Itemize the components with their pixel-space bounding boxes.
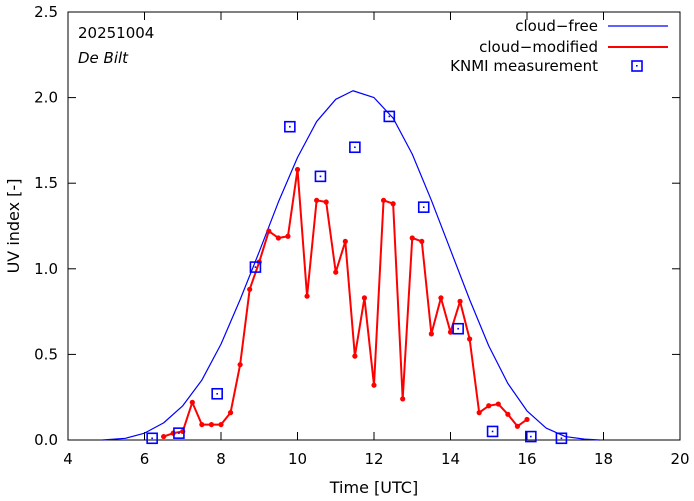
measurement-marker xyxy=(284,120,296,133)
measurement-marker xyxy=(314,170,327,183)
x-tick-label: 16 xyxy=(517,450,536,468)
measurement-marker-dot xyxy=(178,432,180,434)
x-tick-label: 10 xyxy=(288,450,307,468)
measurement-marker xyxy=(417,201,430,213)
measurement-marker-dot xyxy=(422,206,425,208)
x-tick-label: 20 xyxy=(670,450,689,468)
measurement-marker-dot xyxy=(388,115,391,118)
series-cloud-free xyxy=(102,90,600,441)
legend: cloud−free cloud−modified KNMI measureme… xyxy=(450,17,668,75)
data-point-cloud-modified xyxy=(486,403,492,409)
data-point-cloud-modified xyxy=(266,228,272,234)
measurement-marker xyxy=(486,425,499,438)
data-point-cloud-modified xyxy=(342,238,348,245)
data-point-cloud-modified xyxy=(505,411,511,417)
measurement-marker xyxy=(525,430,537,443)
data-point-cloud-modified xyxy=(199,421,205,428)
y-axis-title: UV index [-] xyxy=(4,179,23,274)
data-point-cloud-modified xyxy=(524,416,530,423)
data-point-cloud-modified xyxy=(304,293,310,299)
measurement-marker xyxy=(211,387,223,400)
date-annotation: 20251004 xyxy=(78,24,154,42)
axis-tick-labels: 4 6 8 10 12 14 16 18 20 0.0 0.5 1.0 1.5 2.0 2.5 xyxy=(34,3,689,468)
x-tick-label: 6 xyxy=(140,450,150,468)
series-knmi-measurement xyxy=(146,110,568,445)
measurement-marker xyxy=(173,427,185,439)
measurement-marker-dot xyxy=(530,435,532,438)
legend-label-cloud-modified: cloud−modified xyxy=(479,38,598,56)
measurement-marker-dot xyxy=(289,125,291,128)
data-point-cloud-modified xyxy=(189,399,195,405)
data-point-cloud-modified xyxy=(352,353,358,359)
data-point-cloud-modified xyxy=(495,401,501,407)
measurement-marker xyxy=(349,141,361,154)
legend-label-cloud-free: cloud−free xyxy=(515,17,598,35)
data-point-cloud-modified xyxy=(457,298,463,304)
measurement-marker xyxy=(146,432,158,445)
x-tick-label: 14 xyxy=(441,450,460,468)
data-point-cloud-modified xyxy=(361,295,368,301)
data-point-cloud-modified xyxy=(400,396,406,402)
x-tick-label: 18 xyxy=(594,450,613,468)
measurement-marker xyxy=(452,322,464,335)
data-point-cloud-modified xyxy=(333,269,339,275)
y-tick-label: 0.0 xyxy=(34,431,58,449)
y-tick-label: 1.5 xyxy=(34,174,58,192)
data-point-cloud-modified xyxy=(390,201,396,207)
data-point-cloud-modified xyxy=(476,410,482,416)
data-point-cloud-modified xyxy=(514,423,521,429)
measurement-marker-dot xyxy=(560,437,563,440)
x-tick-label: 12 xyxy=(364,450,383,468)
measurement-marker-dot xyxy=(254,266,257,268)
measurement-marker-dot xyxy=(457,327,459,330)
data-point-cloud-modified xyxy=(371,382,377,388)
measurement-marker-dot xyxy=(354,146,356,149)
measurement-marker-dot xyxy=(491,430,494,433)
location-annotation: De Bilt xyxy=(78,49,129,67)
measurement-marker-dot xyxy=(151,437,153,440)
data-point-cloud-modified xyxy=(275,235,281,241)
legend-label-knmi-measurement: KNMI measurement xyxy=(450,57,598,75)
series-layer xyxy=(102,90,600,445)
data-point-cloud-modified xyxy=(467,336,473,342)
measurement-marker xyxy=(383,110,396,123)
data-point-cloud-modified xyxy=(380,197,387,203)
x-tick-label: 8 xyxy=(216,450,226,468)
series-line-cloud-free xyxy=(102,90,600,441)
data-point-cloud-modified xyxy=(161,433,167,440)
data-point-cloud-modified xyxy=(227,410,234,416)
y-tick-label: 2.0 xyxy=(34,89,58,107)
data-point-cloud-modified xyxy=(438,295,444,301)
legend-marker-knmi-measurement xyxy=(631,60,643,72)
data-point-cloud-modified xyxy=(314,197,320,203)
data-point-cloud-modified xyxy=(218,421,224,428)
data-point-cloud-modified xyxy=(323,199,329,205)
data-point-cloud-modified xyxy=(285,233,291,239)
data-point-cloud-modified xyxy=(409,235,415,241)
legend-marker-knmi-dot xyxy=(636,65,638,67)
y-tick-label: 2.5 xyxy=(34,3,58,21)
data-point-cloud-modified xyxy=(208,421,215,428)
data-point-cloud-modified xyxy=(294,166,301,173)
x-axis-title: Time [UTC] xyxy=(329,478,418,497)
measurement-marker-dot xyxy=(319,175,322,178)
data-point-cloud-modified xyxy=(447,329,454,335)
data-point-cloud-modified xyxy=(428,331,434,337)
measurement-marker xyxy=(249,261,262,273)
y-tick-label: 0.5 xyxy=(34,345,58,363)
x-tick-label: 4 xyxy=(63,450,73,468)
data-point-cloud-modified xyxy=(247,286,253,292)
axis-ticks xyxy=(67,11,681,441)
series-cloud-modified xyxy=(161,166,530,440)
measurement-marker-dot xyxy=(216,392,218,395)
data-point-cloud-modified xyxy=(419,238,425,245)
measurement-marker xyxy=(555,432,568,445)
y-tick-label: 1.0 xyxy=(34,260,58,278)
data-point-cloud-modified xyxy=(237,362,243,368)
